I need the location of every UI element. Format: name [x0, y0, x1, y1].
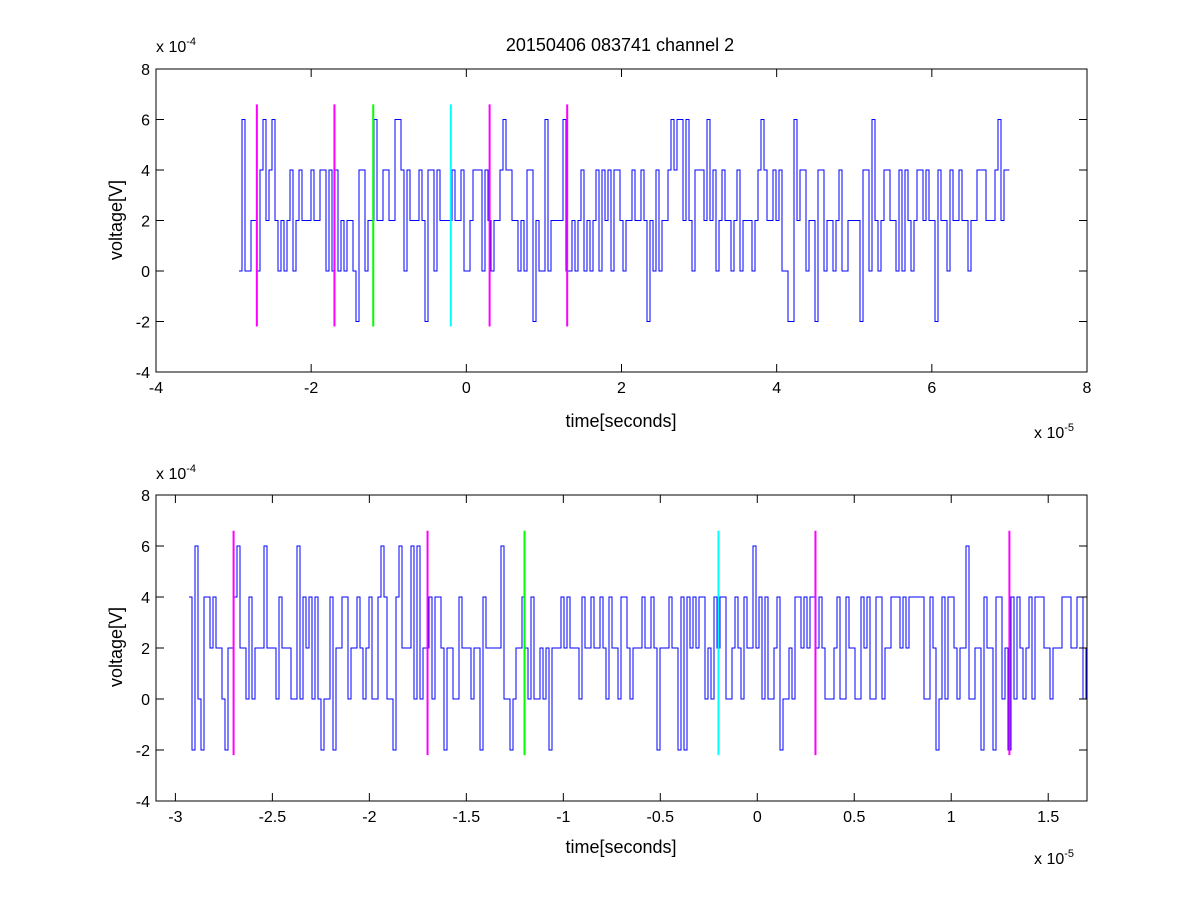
x-tick-label: 4: [772, 380, 781, 397]
figure-title: 20150406 083741 channel 2: [506, 35, 734, 55]
y-tick-label: 0: [141, 264, 150, 281]
y-tick-label: -4: [136, 794, 150, 811]
top-y-axis-label: voltage[V]: [106, 180, 126, 260]
x-tick-label: 1: [947, 809, 956, 826]
top-x-exponent-base: x 10: [1034, 425, 1064, 442]
top-axis-ticks: -4 -2 0 2 4 6 8 -4 -2 0 2 4 6 8: [136, 62, 1092, 397]
bottom-x-exponent-power: -5: [1064, 848, 1074, 860]
x-tick-label: -3: [168, 809, 182, 826]
bottom-y-exponent-base: x 10: [156, 466, 186, 483]
y-tick-label: 8: [141, 62, 150, 79]
bottom-y-exponent: x 10-4: [156, 463, 196, 483]
x-tick-label: -2: [304, 380, 318, 397]
y-tick-label: 0: [141, 692, 150, 709]
x-tick-label: -4: [149, 380, 163, 397]
bottom-y-axis-label: voltage[V]: [106, 607, 126, 687]
bottom-axis-ticks: -3 -2.5 -2 -1.5 -1 -0.5 0 0.5 1 1.5 -4 -2 0 2 4 6 8: [136, 488, 1087, 826]
top-signal-series: [239, 119, 1010, 322]
top-y-exponent: x 10-4: [156, 36, 196, 56]
x-tick-label: 1.5: [1037, 809, 1059, 826]
top-x-exponent: x 10-5: [1034, 422, 1074, 442]
bottom-x-axis-label: time[seconds]: [565, 837, 676, 857]
bottom-plot: -3 -2.5 -2 -1.5 -1 -0.5 0 0.5 1 1.5 -4 -2 0 2 4 6 8 time…: [106, 463, 1088, 868]
x-tick-label: 0.5: [843, 809, 865, 826]
y-tick-label: 2: [141, 214, 150, 231]
top-event-markers: [255, 104, 569, 327]
top-plot: -4 -2 0 2 4 6 8 -4 -2 0 2 4 6 8 time[seconds] voltage…: [106, 36, 1092, 442]
top-y-exponent-base: x 10: [156, 39, 186, 56]
x-tick-label: 8: [1083, 380, 1092, 397]
y-tick-label: 8: [141, 488, 150, 505]
x-tick-label: -1.5: [453, 809, 481, 826]
signal-trace: [239, 119, 1010, 322]
bottom-x-exponent-base: x 10: [1034, 851, 1064, 868]
y-tick-label: 2: [141, 641, 150, 658]
y-tick-label: 4: [141, 163, 150, 180]
bottom-signal-series: [189, 545, 1087, 751]
top-y-exponent-power: -4: [186, 36, 196, 48]
signal-trace: [189, 545, 1087, 751]
y-tick-label: 6: [141, 113, 150, 130]
y-tick-label: 6: [141, 539, 150, 556]
y-tick-label: 4: [141, 590, 150, 607]
y-tick-label: -2: [136, 743, 150, 760]
x-tick-label: 0: [462, 380, 471, 397]
x-tick-label: 2: [617, 380, 626, 397]
x-tick-label: -1: [556, 809, 570, 826]
x-tick-label: -2: [362, 809, 376, 826]
x-tick-label: 6: [927, 380, 936, 397]
bottom-x-exponent: x 10-5: [1034, 848, 1074, 868]
top-x-axis-label: time[seconds]: [565, 411, 676, 431]
y-tick-label: -4: [136, 365, 150, 382]
y-tick-label: -2: [136, 315, 150, 332]
x-tick-label: -2.5: [259, 809, 287, 826]
bottom-y-exponent-power: -4: [186, 463, 196, 475]
top-x-exponent-power: -5: [1064, 422, 1074, 434]
bottom-event-markers: [232, 530, 1011, 756]
x-tick-label: 0: [753, 809, 762, 826]
x-tick-label: -0.5: [647, 809, 675, 826]
